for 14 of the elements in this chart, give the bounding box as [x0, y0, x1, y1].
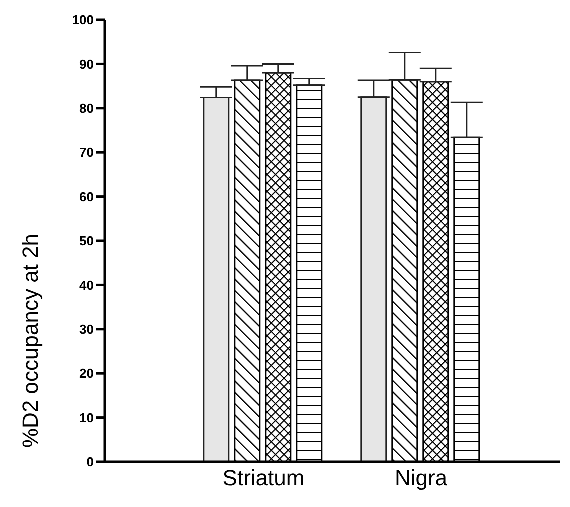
- y-tick-label: 30: [80, 322, 94, 338]
- y-tick-label: 10: [80, 410, 94, 426]
- y-tick-label: 60: [80, 189, 94, 204]
- y-tick-label: 80: [80, 101, 94, 116]
- y-tick-label: 100: [72, 12, 94, 28]
- y-tick-label: 0: [86, 454, 94, 470]
- y-tick-label: 50: [80, 234, 94, 249]
- y-tick-label: 20: [80, 366, 94, 382]
- x-tick-label: Striatum: [222, 466, 305, 491]
- y-tick-label: 90: [80, 56, 94, 72]
- x-tick-label: Nigra: [394, 466, 448, 491]
- y-tick-label: 40: [80, 278, 94, 293]
- y-tick-label: 70: [80, 145, 94, 160]
- y-axis-title: %D2 occupancy at 2h: [18, 234, 43, 448]
